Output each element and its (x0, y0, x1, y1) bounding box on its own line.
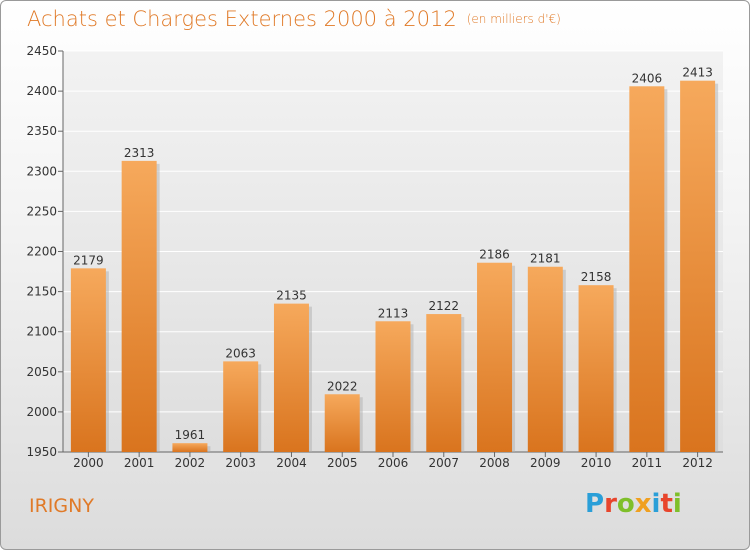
x-tick-label: 2003 (225, 456, 256, 470)
bar (273, 303, 309, 452)
x-tick-label: 2008 (479, 456, 510, 470)
x-tick-label: 2012 (682, 456, 713, 470)
logo-letter: r (604, 489, 617, 519)
y-tick-label: 2200 (26, 245, 57, 259)
bar-value-label: 2179 (73, 253, 104, 267)
bar-value-label: 2313 (124, 146, 155, 160)
y-tick-label: 2350 (26, 124, 57, 138)
bar (578, 285, 614, 452)
x-tick-label: 2005 (327, 456, 358, 470)
bar-value-label: 2406 (632, 71, 663, 85)
x-tick-label: 2006 (378, 456, 409, 470)
y-tick-label: 2050 (26, 365, 57, 379)
logo-letter: i (651, 489, 661, 519)
bar (121, 160, 157, 452)
bar-value-label: 2158 (581, 270, 612, 284)
bar (629, 86, 665, 453)
bar (172, 443, 208, 452)
bar (324, 394, 360, 452)
y-tick-label: 2450 (26, 44, 57, 58)
bar-value-label: 1961 (175, 428, 206, 442)
bar (426, 314, 462, 452)
bar-value-label: 2413 (682, 66, 713, 80)
x-tick-label: 2010 (581, 456, 612, 470)
bar (477, 262, 513, 452)
x-tick-label: 2001 (124, 456, 155, 470)
bar (680, 80, 716, 452)
bar-value-label: 2122 (428, 299, 459, 313)
chart-title-text: Achats et Charges Externes 2000 à 2012 (27, 7, 457, 31)
logo-letter: o (616, 489, 635, 519)
bar-value-label: 2063 (225, 346, 256, 360)
x-tick-label: 2000 (73, 456, 104, 470)
bar (70, 268, 106, 452)
x-tick-label: 2011 (632, 456, 663, 470)
bar-value-label: 2022 (327, 379, 358, 393)
bar-value-label: 2113 (378, 306, 409, 320)
y-tick-label: 2400 (26, 84, 57, 98)
bar-value-label: 2135 (276, 289, 307, 303)
x-tick-label: 2002 (175, 456, 206, 470)
bar (223, 361, 259, 452)
bar-value-label: 2186 (479, 248, 510, 262)
y-tick-label: 1950 (26, 445, 57, 459)
logo-letter: i (672, 489, 682, 519)
logo-letter: t (660, 489, 673, 519)
x-tick-label: 2007 (428, 456, 459, 470)
logo-letter: x (634, 489, 652, 519)
y-tick-label: 2150 (26, 285, 57, 299)
bar (527, 266, 563, 452)
y-tick-label: 2100 (26, 325, 57, 339)
y-tick-label: 2300 (26, 164, 57, 178)
place-name: IRIGNY (29, 495, 94, 517)
y-tick-label: 2000 (26, 405, 57, 419)
x-tick-label: 2004 (276, 456, 307, 470)
bar-value-label: 2181 (530, 252, 561, 266)
x-tick-label: 2009 (530, 456, 561, 470)
y-tick-label: 2250 (26, 204, 57, 218)
logo-letter: P (585, 489, 605, 519)
bar (375, 321, 411, 452)
chart-title: Achats et Charges Externes 2000 à 2012 (e… (27, 7, 561, 31)
chart-unit: (en milliers d'€) (466, 12, 561, 26)
proxiti-logo: Proxiti (585, 489, 682, 519)
